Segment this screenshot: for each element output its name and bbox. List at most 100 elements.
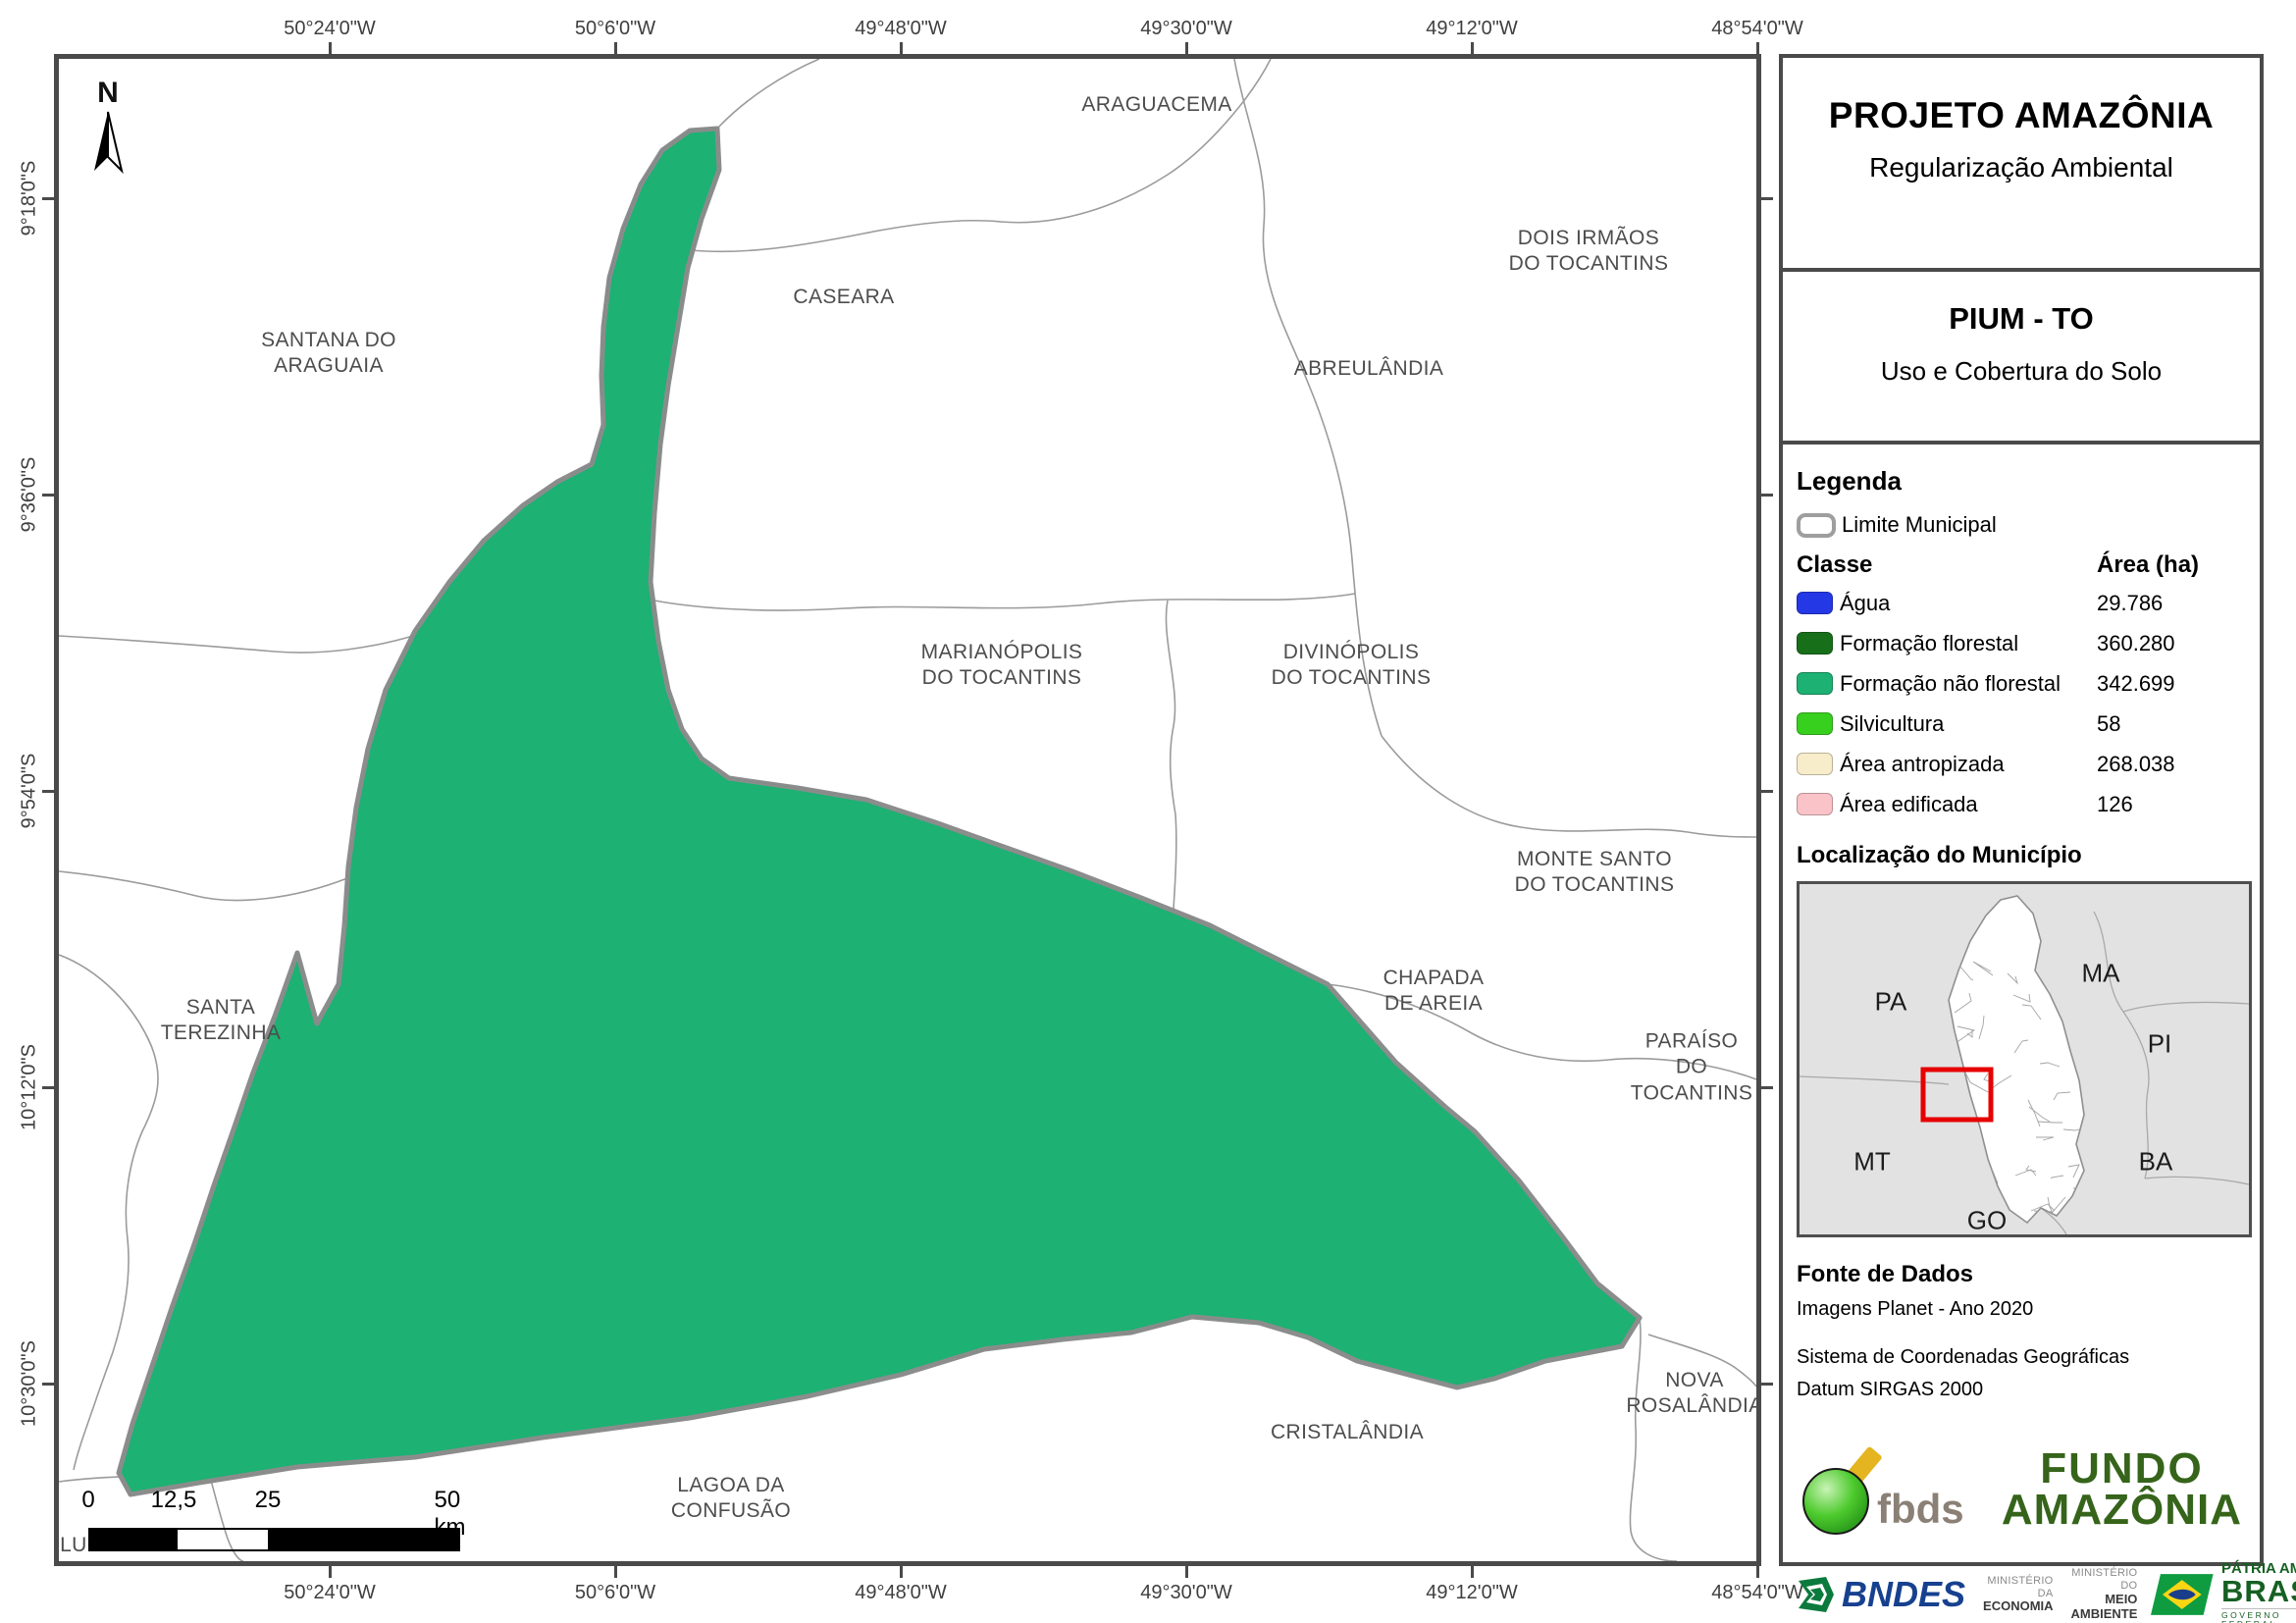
state-label-ba: BA [2138,1146,2173,1177]
lon-label-bottom: 49°30'0"W [1140,1582,1232,1603]
map-label-lagoa-da-confusao: LAGOA DA CONFUSÃO [670,1473,792,1522]
north-arrow: N [86,77,130,180]
landcover-map [59,59,1756,1561]
lon-label-bottom: 49°12'0"W [1426,1582,1518,1603]
lon-tick-top [900,42,903,54]
lat-tick-right [1761,790,1773,793]
state-label-ma: MA [2081,958,2120,988]
legend-area-value: 268.038 [2097,751,2175,776]
lat-tick-right [1761,1383,1773,1386]
ministry-economy-line2: ECONOMIA [1983,1598,2054,1614]
locator-map[interactable]: PA MA PI MT BA GO [1797,881,2252,1237]
patria-line1: PÁTRIA AMADA [2221,1560,2296,1577]
lon-label-top: 48°54'0"W [1711,18,1803,39]
lon-label-bottom: 48°54'0"W [1711,1582,1803,1603]
legend-limite-row[interactable]: Limite Municipal [1797,512,2246,538]
municipality-name: PIUM - TO [1949,301,2094,336]
scale-bar-graphic [88,1528,460,1551]
governo-federal-logo: PÁTRIA AMADA BRASIL GOVERNO FEDERAL [2151,1561,2296,1623]
lat-tick-left [42,790,54,793]
legend-table-header: Classe Área (ha) [1797,551,2246,579]
legend-heading: Legenda [1797,466,1902,496]
project-subtitle: Regularização Ambiental [1869,152,2173,183]
map-viewport[interactable]: ARAGUACEMA DOIS IRMÃOS DO TOCANTINS CASEAR… [54,54,1761,1566]
ministry-environment-line2: MEIO AMBIENTE [2070,1591,2138,1621]
lat-label-left: 9°36'0"S [18,456,40,533]
ministry-environment-logo: MINISTÉRIO DO MEIO AMBIENTE [2071,1567,2138,1621]
lon-label-top: 49°48'0"W [855,18,947,39]
project-title: PROJETO AMAZÔNIA [1828,95,2215,135]
patria-line3: GOVERNO FEDERAL [2221,1608,2296,1623]
source-line2: Sistema de Coordenadas Geográficas [1797,1346,2130,1368]
legend-class-label: Formação não florestal [1840,670,2061,696]
lon-label-top: 49°12'0"W [1426,18,1518,39]
lon-tick-bottom [1185,1566,1188,1578]
lat-tick-right [1761,1086,1773,1089]
state-label-pi: PI [2147,1028,2172,1059]
legend-swatch [1797,592,1833,614]
north-arrow-icon [94,111,124,175]
lat-tick-left [42,1383,54,1386]
brasil-flag-icon [2151,1574,2215,1615]
lon-tick-top [1756,42,1759,54]
fundo-line2: AMAZÔNIA [2001,1485,2242,1534]
map-label-araguacema: ARAGUACEMA [1081,92,1232,116]
lon-tick-bottom [329,1566,332,1578]
source-line1: Imagens Planet - Ano 2020 [1797,1298,2034,1320]
map-label-abreulandia: ABREULÂNDIA [1293,356,1444,380]
lat-tick-right [1761,197,1773,200]
map-label-paraiso: PARAÍSO DO TOCANTINS [1630,1029,1753,1105]
legend-row-0[interactable]: Água 29.786 [1797,583,2246,623]
lat-label-left: 10°12'0"S [18,1044,40,1130]
legend-area-value: 360.280 [2097,630,2175,655]
logo-row-1: fbds FUNDO AMAZÔNIA [1797,1442,2246,1536]
layout-panel: PROJETO AMAZÔNIA Regularização Ambiental… [1779,54,2296,1623]
fbds-wordmark: fbds [1877,1486,1964,1532]
legend-row-3[interactable]: Silvicultura 58 [1797,704,2246,744]
legend-row-5[interactable]: Área edificada 126 [1797,784,2246,824]
ministry-environment-line1: MINISTÉRIO DO [2071,1567,2138,1593]
info-block: Legenda Limite Municipal Classe Área (ha… [1783,466,2296,1623]
map-label-layer: ARAGUACEMA DOIS IRMÃOS DO TOCANTINS CASEAR… [59,59,1756,1561]
locator-heading: Localização do Município [1797,842,2082,868]
lat-label-left: 10°30'0"S [18,1340,40,1427]
bndes-logo: BNDES [1797,1574,1965,1615]
title-block: PROJETO AMAZÔNIA Regularização Ambiental [1783,95,2260,272]
legend-area-value: 29.786 [2097,590,2164,615]
ministry-economy-line1: MINISTÉRIO DA [1987,1574,2054,1599]
legend-row-4[interactable]: Área antropizada 268.038 [1797,744,2246,784]
limite-swatch [1797,512,1836,538]
legend-row-2[interactable]: Formação não florestal 342.699 [1797,663,2246,704]
bndes-icon [1799,1577,1834,1612]
limite-label: Limite Municipal [1842,512,1997,537]
map-label-marianopolis: MARIANÓPOLIS DO TOCANTINS [920,640,1083,689]
legend-swatch [1797,632,1833,654]
lon-tick-top [614,42,617,54]
lon-tick-top [1185,42,1188,54]
bndes-wordmark: BNDES [1842,1574,1966,1614]
lat-tick-left [42,197,54,200]
lat-tick-left [42,494,54,497]
state-label-mt: MT [1853,1146,1891,1177]
legend-area-value: 58 [2097,710,2121,736]
legend-rows: Água 29.786 Formação florestal 360.280 Forma… [1797,583,2246,824]
lon-tick-top [329,42,332,54]
map-label-nova-rosalandia: NOVA ROSALÂNDIA [1626,1368,1761,1417]
legend-row-1[interactable]: Formação florestal 360.280 [1797,623,2246,663]
lon-tick-bottom [614,1566,617,1578]
legend-swatch [1797,672,1833,695]
legend-area-value: 126 [2097,791,2133,816]
ministry-economy-logo: MINISTÉRIO DA ECONOMIA [1983,1575,2054,1614]
lon-tick-bottom [1756,1566,1759,1578]
legend-class-label: Área antropizada [1840,751,2005,776]
map-label-monte-santo: MONTE SANTO DO TOCANTINS [1514,847,1675,896]
source-heading: Fonte de Dados [1797,1261,1974,1287]
map-label-chapada-de-areia: CHAPADA DE AREIA [1383,966,1485,1015]
legend-class-label: Formação florestal [1840,630,2019,655]
state-boundaries [1799,911,2250,1235]
fbds-logo: fbds [1797,1442,1964,1536]
legend-class-label: Área edificada [1840,791,1978,816]
source-line3: Datum SIRGAS 2000 [1797,1379,1984,1400]
legend-class-label: Silvicultura [1840,710,1945,736]
